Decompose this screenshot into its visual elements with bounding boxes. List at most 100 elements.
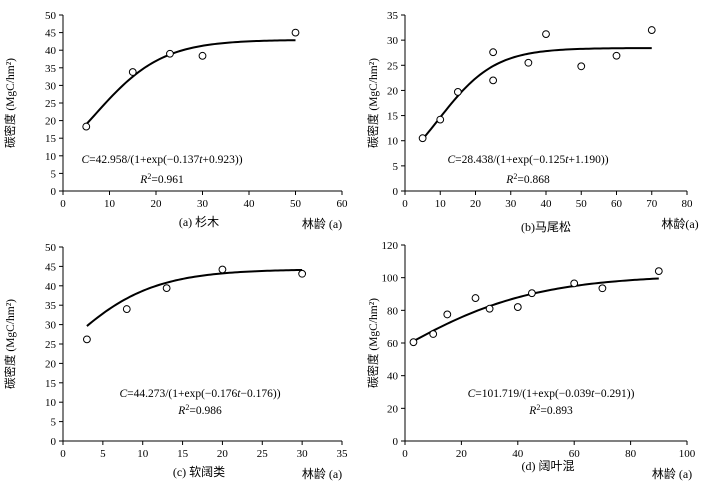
y-tick-label: 5 bbox=[51, 417, 57, 429]
data-point bbox=[443, 310, 452, 319]
y-tick-label: 40 bbox=[45, 281, 57, 293]
fit-curve bbox=[86, 268, 303, 327]
chart-panel-3: 0 5 10 15 20 25 30 35 0 5 10 15 20 25 30 35 40 45 50 C=44.2… bbox=[3, 242, 348, 481]
x-tick-label: 80 bbox=[682, 198, 694, 210]
data-point bbox=[471, 294, 480, 302]
y-tick-label: 5 bbox=[393, 161, 399, 173]
x-tick-label: 60 bbox=[611, 198, 623, 210]
x-tick-label: 20 bbox=[151, 198, 163, 210]
r-squared: R2=0.868 bbox=[505, 172, 550, 187]
x-tick-label: 0 bbox=[402, 448, 408, 460]
x-tick-label: 70 bbox=[646, 198, 658, 210]
data-point bbox=[528, 289, 536, 298]
x-tick-label: 10 bbox=[104, 198, 116, 210]
y-tick-label: 0 bbox=[51, 186, 57, 198]
data-point bbox=[542, 30, 550, 39]
x-axis-label: 林龄 (a) bbox=[302, 217, 342, 231]
data-point bbox=[570, 279, 579, 288]
x-tick-label: 60 bbox=[569, 448, 581, 460]
y-axis-label: 碳密度 (MgC/hm²) bbox=[3, 299, 17, 389]
data-point bbox=[409, 338, 418, 347]
data-point bbox=[436, 115, 445, 124]
r-squared: R2=0.961 bbox=[139, 172, 184, 187]
y-tick-label: 15 bbox=[45, 378, 57, 390]
data-point bbox=[162, 284, 171, 293]
x-tick-label: 40 bbox=[541, 198, 553, 210]
x-tick-label: 80 bbox=[625, 448, 637, 460]
y-tick-label: 20 bbox=[45, 116, 57, 128]
x-tick-label: 30 bbox=[297, 448, 309, 460]
y-axis-label: 碳密度 (MgC/hm²) bbox=[3, 58, 17, 148]
y-axis-label: 碳密度 (MgC/hm²) bbox=[366, 298, 380, 388]
y-tick-label: 40 bbox=[387, 371, 399, 383]
x-tick-label: 25 bbox=[257, 448, 269, 460]
data-point bbox=[524, 58, 533, 67]
x-axis-label: 林龄(a) bbox=[661, 217, 698, 231]
x-tick-label: 0 bbox=[60, 198, 66, 210]
x-tick-label: 15 bbox=[177, 448, 189, 460]
y-tick-label: 15 bbox=[387, 111, 399, 123]
y-tick-label: 25 bbox=[45, 98, 57, 110]
y-tick-label: 20 bbox=[387, 403, 399, 415]
x-tick-label: 0 bbox=[402, 198, 408, 210]
r-squared: R2=0.986 bbox=[177, 403, 222, 418]
y-tick-label: 10 bbox=[45, 151, 57, 163]
y-tick-label: 15 bbox=[45, 133, 57, 145]
data-point bbox=[298, 269, 307, 278]
x-tick-label: 50 bbox=[576, 198, 588, 210]
y-tick-label: 30 bbox=[45, 320, 57, 332]
data-point bbox=[83, 335, 91, 344]
y-tick-label: 50 bbox=[45, 242, 57, 254]
x-tick-label: 0 bbox=[60, 448, 66, 460]
data-point bbox=[513, 303, 522, 311]
x-tick-label: 5 bbox=[100, 448, 106, 460]
data-point bbox=[218, 265, 227, 274]
x-tick-label: 30 bbox=[197, 198, 209, 210]
y-tick-label: 40 bbox=[45, 45, 57, 57]
fit-equation: C=28.438/(1+exp(−0.125t+1.190)) bbox=[447, 154, 608, 166]
data-point bbox=[485, 304, 494, 313]
data-point bbox=[489, 48, 498, 57]
x-tick-label: 20 bbox=[217, 448, 229, 460]
data-point bbox=[122, 305, 131, 313]
y-tick-label: 35 bbox=[45, 63, 57, 75]
r-squared: R2=0.893 bbox=[528, 403, 573, 418]
y-tick-label: 0 bbox=[393, 436, 399, 448]
chart-panel-2: 0 10 20 30 40 50 60 70 80 0 5 10 15 20 25 30 35 C=28.438/… bbox=[366, 10, 699, 234]
data-point bbox=[429, 330, 438, 338]
y-tick-label: 80 bbox=[387, 305, 399, 317]
x-tick-label: 20 bbox=[470, 198, 482, 210]
fit-curve bbox=[412, 277, 659, 343]
y-tick-label: 20 bbox=[387, 85, 399, 97]
data-point bbox=[647, 26, 656, 34]
data-point bbox=[612, 51, 621, 60]
x-tick-label: 10 bbox=[435, 198, 447, 210]
x-tick-label: 100 bbox=[679, 448, 696, 460]
data-point bbox=[453, 88, 462, 96]
y-tick-label: 100 bbox=[382, 273, 399, 285]
y-tick-label: 20 bbox=[45, 358, 57, 370]
data-point bbox=[166, 49, 174, 58]
panel-caption: (a) 杉木 bbox=[179, 215, 219, 229]
y-tick-label: 25 bbox=[45, 339, 57, 351]
y-axis-label: 碳密度 (MgC/hm²) bbox=[366, 58, 380, 148]
fit-equation: C=42.958/(1+exp(−0.137t+0.923)) bbox=[81, 154, 242, 166]
data-point bbox=[577, 62, 586, 71]
data-point bbox=[418, 134, 427, 143]
data-point bbox=[128, 68, 137, 76]
y-tick-label: 45 bbox=[45, 261, 57, 273]
y-tick-label: 45 bbox=[45, 28, 57, 40]
x-axis-label: 林龄 (a) bbox=[302, 467, 342, 481]
fit-curve bbox=[85, 39, 296, 126]
x-tick-label: 10 bbox=[137, 448, 149, 460]
y-tick-label: 30 bbox=[387, 35, 399, 47]
x-tick-label: 40 bbox=[512, 448, 524, 460]
fit-equation: C=44.273/(1+exp(−0.176t−0.176)) bbox=[119, 388, 280, 400]
x-tick-label: 35 bbox=[337, 448, 349, 460]
y-tick-label: 35 bbox=[387, 10, 399, 22]
y-tick-label: 0 bbox=[393, 186, 399, 198]
panel-caption: (d) 阔叶混 bbox=[522, 459, 575, 473]
x-tick-label: 40 bbox=[244, 198, 256, 210]
x-tick-label: 50 bbox=[290, 198, 302, 210]
